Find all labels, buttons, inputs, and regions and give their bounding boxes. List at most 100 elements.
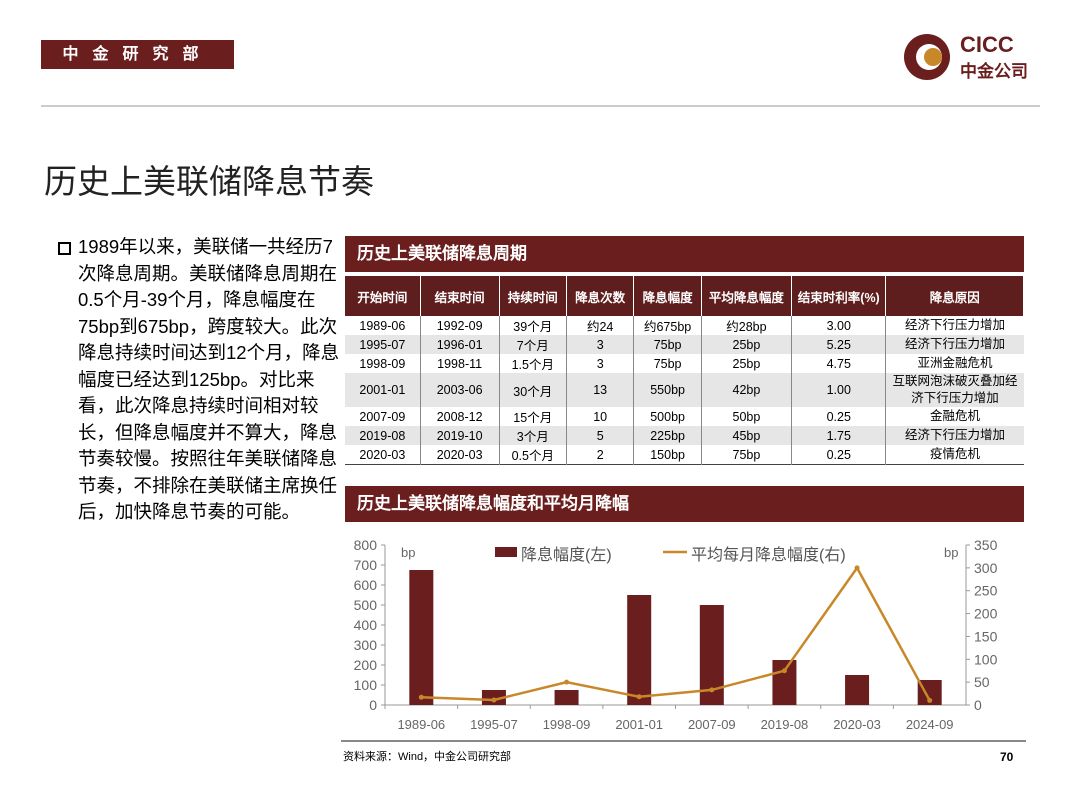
table-cell: 约24 bbox=[566, 316, 635, 335]
table-cell: 225bp bbox=[633, 426, 702, 445]
table-cell: 约28bp bbox=[701, 316, 793, 335]
page-number: 70 bbox=[1000, 750, 1014, 764]
table-cell: 2019-10 bbox=[420, 426, 500, 445]
table-cell: 1.00 bbox=[791, 373, 887, 407]
divider bbox=[41, 105, 1040, 107]
source-note: 资料来源：Wind，中金公司研究部 bbox=[343, 751, 512, 763]
table-cell: 1.75 bbox=[791, 426, 887, 445]
x-tick-label: 2007-09 bbox=[688, 717, 736, 732]
y-tick-label-left: 700 bbox=[354, 557, 378, 573]
y-tick-label-left: 200 bbox=[354, 657, 378, 673]
table-row: 2020-03 2020-03 0.5个月 2 150bp 75bp 0.25 疫情危机 bbox=[345, 445, 1024, 465]
table-cell: 3.00 bbox=[791, 316, 887, 335]
y-tick-label-left: 600 bbox=[354, 577, 378, 593]
table-header: 结束时利率(%) bbox=[791, 276, 887, 316]
legend-bar-swatch bbox=[495, 547, 517, 557]
y-tick-label-right: 50 bbox=[974, 674, 990, 690]
table-cell: 75bp bbox=[633, 335, 702, 354]
table-cell: 2008-12 bbox=[420, 407, 500, 426]
rate-cut-chart: 0 100 200 300 400 500 600 700 800 0 50 100 150 200 250… bbox=[354, 537, 998, 732]
table-cell: 42bp bbox=[701, 373, 793, 407]
divider bbox=[341, 740, 1026, 742]
cicc-logo-icon bbox=[904, 34, 950, 80]
table-cell: 150bp bbox=[633, 445, 702, 465]
table-cell: 3 bbox=[566, 354, 635, 373]
bar bbox=[772, 660, 797, 705]
legend-bar-label: 降息幅度(左) bbox=[521, 546, 612, 564]
y-tick-label-right: 200 bbox=[974, 606, 998, 622]
table-cell: 25bp bbox=[701, 354, 793, 373]
table-row: 2019-08 2019-10 3个月 5 225bp 45bp 1.75 经济下行压力增加 bbox=[345, 426, 1024, 445]
table-cell: 约675bp bbox=[633, 316, 702, 335]
table-cell: 2020-03 bbox=[345, 445, 421, 465]
y-tick-label-right: 350 bbox=[974, 537, 998, 553]
table-title: 历史上美联储降息周期 bbox=[345, 236, 1024, 272]
bar bbox=[627, 595, 652, 705]
table-cell: 10 bbox=[566, 407, 635, 426]
table-cell: 30个月 bbox=[499, 373, 567, 407]
table-cell: 500bp bbox=[633, 407, 702, 426]
table-header: 持续时间 bbox=[499, 276, 567, 316]
x-tick-label: 1995-07 bbox=[470, 717, 518, 732]
table-cell: 25bp bbox=[701, 335, 793, 354]
table-header: 降息幅度 bbox=[633, 276, 702, 316]
y-tick-label-left: 100 bbox=[354, 677, 378, 693]
table-cell: 0.25 bbox=[791, 407, 887, 426]
series-line bbox=[421, 565, 931, 702]
line-point bbox=[418, 694, 424, 700]
table-cell: 15个月 bbox=[499, 407, 567, 426]
logo-subtext: 中金公司 bbox=[960, 62, 1028, 81]
x-tick-label: 2019-08 bbox=[761, 717, 809, 732]
y-tick-label-left: 300 bbox=[354, 637, 378, 653]
table-cell: 1996-01 bbox=[420, 335, 500, 354]
table-cell: 2007-09 bbox=[345, 407, 421, 426]
table-cell: 2001-01 bbox=[345, 373, 421, 407]
bullet-icon bbox=[58, 242, 71, 255]
logo-text: CICC bbox=[960, 32, 1014, 57]
table-cell: 亚洲金融危机 bbox=[917, 356, 993, 370]
table-cell: 1992-09 bbox=[420, 316, 500, 335]
table-cell: 1995-07 bbox=[345, 335, 421, 354]
line-point bbox=[636, 694, 642, 700]
table-cell: 1998-09 bbox=[345, 354, 421, 373]
table-cell: 550bp bbox=[633, 373, 702, 407]
table-row: 1998-09 1998-11 1.5个月 3 75bp 25bp 4.75 亚洲金融危机 bbox=[345, 354, 1024, 373]
bar bbox=[554, 690, 579, 705]
bullet-content: 1989年以来，美联储一共经历7次降息周期。美联储降息周期在0.5个月-39个月… bbox=[78, 236, 340, 522]
table-cell: 75bp bbox=[701, 445, 793, 465]
y-tick-label-right: 300 bbox=[974, 560, 998, 576]
x-tick-label: 1998-09 bbox=[543, 717, 591, 732]
table-cell: 75bp bbox=[633, 354, 702, 373]
table-cell: 经济下行压力增加 bbox=[885, 426, 1024, 445]
department-label: 中金研究部 bbox=[41, 40, 234, 69]
table-header: 降息原因 bbox=[885, 276, 1024, 316]
table-row: 2001-01 2003-06 30个月 13 550bp 42bp 1.00 互联网泡沫破灭… bbox=[345, 373, 1024, 407]
x-tick-label: 2024-09 bbox=[906, 717, 954, 732]
y-tick-label-left: 400 bbox=[354, 617, 378, 633]
table-cell: 1.5个月 bbox=[499, 354, 567, 373]
page-title: 历史上美联储降息节奏 bbox=[44, 163, 374, 200]
table-row: 1989-06 1992-09 39个月 约24 约675bp 约28bp 3.00 经济下行… bbox=[345, 316, 1024, 335]
y-tick-label-left: 0 bbox=[369, 697, 377, 713]
table-header: 结束时间 bbox=[420, 276, 500, 316]
y-tick-label-right: 150 bbox=[974, 628, 998, 644]
table-cell: 4.75 bbox=[791, 354, 887, 373]
line-point bbox=[927, 697, 933, 703]
table-cell: 2 bbox=[566, 445, 635, 465]
table-cell: 5.25 bbox=[791, 335, 887, 354]
table-cell: 0.25 bbox=[791, 445, 887, 465]
table-cell: 13 bbox=[566, 373, 635, 407]
y-tick-label-left: 500 bbox=[354, 597, 378, 613]
table-cell: 互联网泡沫破灭叠加经济下行压力增加 bbox=[885, 373, 1024, 407]
chart-title: 历史上美联储降息幅度和平均月降幅 bbox=[345, 486, 1024, 522]
y-unit-left: bp bbox=[401, 545, 415, 560]
table-cell: 3 bbox=[566, 335, 635, 354]
x-tick-label: 2020-03 bbox=[833, 717, 881, 732]
line-point bbox=[491, 697, 497, 703]
line-point bbox=[781, 668, 787, 674]
table-cell: 2003-06 bbox=[420, 373, 500, 407]
table-row: 1995-07 1996-01 7个月 3 75bp 25bp 5.25 经济下行压力增加 bbox=[345, 335, 1024, 354]
y-tick-label-left: 800 bbox=[354, 537, 378, 553]
legend-line-label: 平均每月降息幅度(右) bbox=[691, 546, 846, 564]
table-cell: 7个月 bbox=[499, 335, 567, 354]
